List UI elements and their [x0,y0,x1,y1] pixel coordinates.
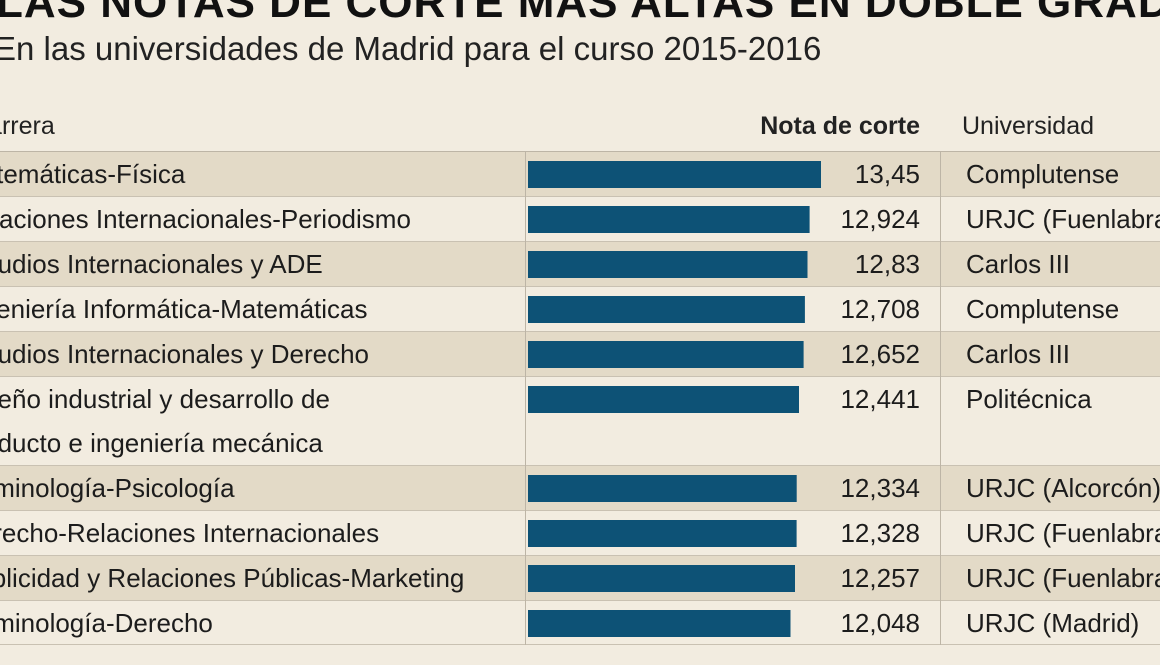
row-career: Diseño industrial y desarrollo de produc… [0,384,520,465]
row-career: Estudios Internacionales y ADE [0,249,520,286]
row-value-label: 12,441 [840,384,920,414]
table-row: Matemáticas-Física 13,45 Complutense [0,152,1160,197]
row-university: URJC (Fuenlabrada) [966,518,1160,548]
row-career: Estudios Internacionales y Derecho [0,339,520,376]
table-row: Ingeniería Informática-Matemáticas 12,708… [0,287,1160,332]
row-value-label: 12,257 [840,563,920,593]
row-university: URJC (Alcorcón) [966,473,1160,503]
row-university: Complutense [966,294,1120,324]
row-university: URJC (Fuenlabrada) [966,204,1160,234]
row-career-label: Publicidad y Relaciones Públicas-Marketi… [0,563,465,593]
row-career: Relaciones Internacionales-Periodismo [0,204,520,241]
row-value-label: 13,45 [854,159,920,189]
row-university: Complutense [966,159,1120,189]
row-career: Matemáticas-Física [0,159,520,196]
table-row: Relaciones Internacionales-Periodismo 12,… [0,197,1160,242]
row-value-label: 12,708 [840,294,920,324]
table-row: Criminología-Derecho 12,048 URJC (Madrid) [0,601,1160,645]
row-career: Criminología-Psicología [0,473,520,510]
row-career: Criminología-Derecho [0,608,520,645]
row-university: URJC (Fuenlabrada) [966,563,1160,593]
row-university: Carlos III [966,339,1071,369]
chart-title: LAS NOTAS DE CORTE MÁS ALTAS EN DOBLE GR… [0,0,1160,27]
column-separator [525,152,526,645]
row-career: Derecho-Relaciones Internacionales [0,518,520,555]
row-career-label: Ingeniería Informática-Matemáticas [0,294,368,324]
table-row: Criminología-Psicología 12,334 URJC (Alcor… [0,466,1160,511]
row-career-label: Diseño industrial y desarrollo de produc… [0,384,330,458]
row-career-label: Estudios Internacionales y Derecho [0,339,370,369]
row-value-label: 12,328 [840,518,920,548]
row-value-label: 12,652 [840,339,920,369]
row-university: Carlos III [966,249,1071,279]
row-career: Ingeniería Informática-Matemáticas [0,294,520,331]
header-nota: Nota de corte [760,112,920,140]
chart-subtitle: En las universidades de Madrid para el c… [0,30,822,67]
row-career-label: Criminología-Psicología [0,473,235,503]
row-value-label: 12,334 [840,473,920,503]
row-career-label: Criminología-Derecho [0,608,213,638]
row-career-label: Matemáticas-Física [0,159,186,189]
row-career-label: Relaciones Internacionales-Periodismo [0,204,411,234]
row-value-label: 12,048 [840,608,920,638]
row-value-label: 12,83 [854,249,920,279]
table-row: Diseño industrial y desarrollo de produc… [0,377,1160,466]
table-row: Estudios Internacionales y ADE 12,83 Carlo… [0,242,1160,287]
row-value-label: 12,924 [840,204,920,234]
header-universidad: Universidad [962,112,1095,140]
row-career: Publicidad y Relaciones Públicas-Marketi… [0,563,520,600]
header-carrera: Carrera [0,112,55,140]
table-row: Publicidad y Relaciones Públicas-Marketi… [0,556,1160,601]
row-university: URJC (Madrid) [966,608,1140,638]
table-row: Estudios Internacionales y Derecho 12,652… [0,332,1160,377]
table-row: Derecho-Relaciones Internacionales 12,328… [0,511,1160,556]
column-separator [940,152,941,645]
row-university: Politécnica [966,384,1092,414]
row-career-label: Estudios Internacionales y ADE [0,249,323,279]
row-career-label: Derecho-Relaciones Internacionales [0,518,380,548]
